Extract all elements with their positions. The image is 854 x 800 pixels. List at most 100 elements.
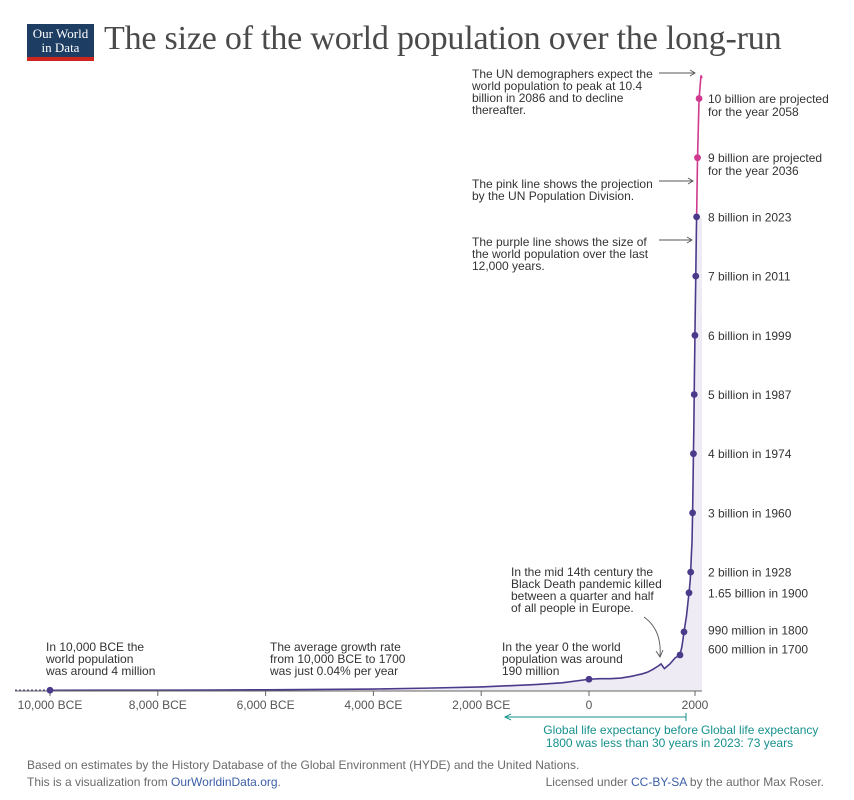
marker-label: 6 billion in 1999 bbox=[708, 329, 792, 343]
annotation-peak-line: thereafter. bbox=[472, 103, 526, 117]
annotation-peak: The UN demographers expect the world popu… bbox=[471, 67, 653, 117]
x-tick-label: 2,000 BCE bbox=[452, 698, 510, 712]
annotation-10000bce-line: In 10,000 BCE the bbox=[46, 640, 144, 654]
viz-credit: This is a visualization from OurWorldinD… bbox=[27, 775, 281, 789]
population-marker bbox=[692, 272, 700, 280]
annotation-black-death-line: of all people in Europe. bbox=[511, 601, 634, 615]
marker-label: 2 billion in 1928 bbox=[708, 566, 792, 580]
population-marker bbox=[689, 509, 696, 517]
marker-label-line: 6 billion in 1999 bbox=[708, 329, 792, 343]
annotation-10000bce-line: was around 4 million bbox=[45, 664, 155, 678]
population-marker bbox=[676, 651, 684, 659]
population-marker bbox=[585, 675, 593, 683]
population-marker bbox=[680, 628, 688, 636]
life-expectancy-arrowhead bbox=[503, 713, 512, 721]
marker-label: 600 million in 1700 bbox=[708, 642, 808, 656]
annotation-black-death-arrow bbox=[643, 616, 661, 657]
population-marker bbox=[687, 568, 695, 576]
marker-label-line: 600 million in 1700 bbox=[708, 642, 808, 656]
logo-red-bar bbox=[27, 57, 94, 61]
annotation-10000bce: In 10,000 BCE the world population was aro… bbox=[45, 640, 155, 678]
marker-label-line: 4 billion in 1974 bbox=[708, 447, 792, 461]
annotation-purple-line: the world population over the last bbox=[472, 247, 649, 261]
marker-label-line: 2 billion in 1928 bbox=[708, 566, 792, 580]
marker-label-line: for the year 2058 bbox=[708, 105, 799, 119]
marker-label: 990 million in 1800 bbox=[708, 623, 808, 637]
marker-label-line: 10 billion are projected bbox=[708, 92, 829, 106]
life-expectancy-2023-line: in 2023: 73 years bbox=[701, 736, 793, 750]
annotation-black-death-arrowhead bbox=[655, 649, 664, 658]
annotation-purple-line: 12,000 years. bbox=[472, 259, 545, 273]
life-expectancy-before-1800-line: 1800 was less than 30 years bbox=[546, 736, 698, 750]
population-marker bbox=[695, 95, 703, 102]
annotation-growth-rate-line: The average growth rate bbox=[270, 640, 401, 654]
annotation-pink-line: The pink line shows the projection bbox=[472, 177, 653, 191]
life-expectancy-2023-line: Global life expectancy bbox=[701, 723, 818, 737]
annotation-peak-arrowhead bbox=[689, 69, 696, 77]
population-marker bbox=[685, 589, 693, 597]
life-expectancy-before-1800: Global life expectancy before 1800 was le… bbox=[543, 723, 698, 750]
annotation-pink-arrowhead bbox=[687, 177, 694, 185]
annotation-growth-rate-line: from 10,000 BCE to 1700 bbox=[270, 652, 406, 666]
x-tick-label: 6,000 BCE bbox=[237, 698, 295, 712]
marker-label-line: 8 billion in 2023 bbox=[708, 210, 792, 224]
x-tick-label: 10,000 BCE bbox=[18, 698, 83, 712]
population-marker bbox=[46, 686, 54, 694]
marker-label-line: 5 billion in 1987 bbox=[708, 388, 792, 402]
population-marker bbox=[691, 331, 699, 339]
marker-label: 5 billion in 1987 bbox=[708, 388, 792, 402]
marker-label-line: 3 billion in 1960 bbox=[708, 506, 792, 520]
license-note: Licensed under CC-BY-SA by the author Ma… bbox=[546, 775, 824, 789]
marker-label: 3 billion in 1960 bbox=[708, 506, 792, 520]
logo-line-2: in Data bbox=[41, 40, 80, 55]
annotation-peak-line: billion in 2086 and to decline bbox=[472, 91, 624, 105]
marker-label-line: 9 billion are projected bbox=[708, 151, 822, 165]
owid-logo[interactable]: Our World in Data bbox=[27, 24, 94, 61]
population-area bbox=[15, 217, 702, 691]
annotation-year-0: In the year 0 the world population was ar… bbox=[502, 640, 623, 678]
license-suffix: by the author Max Roser. bbox=[686, 775, 824, 789]
license-prefix: Licensed under bbox=[545, 775, 632, 789]
x-tick-label: 8,000 BCE bbox=[129, 698, 187, 712]
life-expectancy-before-1800-line: Global life expectancy before bbox=[543, 723, 698, 737]
x-tick-label: 4,000 BCE bbox=[344, 698, 402, 712]
marker-label-line: for the year 2036 bbox=[708, 164, 799, 178]
population-marker bbox=[694, 154, 701, 162]
marker-label-line: 990 million in 1800 bbox=[708, 623, 808, 637]
marker-label: 8 billion in 2023 bbox=[708, 210, 792, 224]
marker-label: 1.65 billion in 1900 bbox=[708, 586, 808, 600]
annotation-10000bce-line: world population bbox=[45, 652, 133, 666]
marker-label: 9 billion are projected for the year 2036 bbox=[708, 151, 822, 178]
annotation-growth-rate-line: was just 0.04% per year bbox=[269, 664, 398, 678]
annotation-growth-rate: The average growth rate from 10,000 BCE t… bbox=[269, 640, 406, 678]
viz-credit-suffix: . bbox=[277, 775, 281, 789]
historic-population-line bbox=[49, 216, 698, 692]
logo-line-1: Our World bbox=[32, 26, 89, 41]
marker-label: 4 billion in 1974 bbox=[708, 447, 792, 461]
life-expectancy-2023: Global life expectancy in 2023: 73 years bbox=[701, 723, 818, 750]
annotation-year-0-line: In the year 0 the world bbox=[502, 640, 621, 654]
annotation-purple-arrowhead bbox=[686, 236, 693, 244]
annotation-year-0-line: 190 million bbox=[502, 664, 559, 678]
annotation-pink-line: by the UN Population Division. bbox=[472, 189, 634, 203]
annotation-peak-line: The UN demographers expect the bbox=[472, 67, 653, 81]
annotation-black-death-line: between a quarter and half bbox=[511, 589, 654, 603]
source-note: Based on estimates by the History Databa… bbox=[27, 758, 580, 772]
population-marker bbox=[690, 391, 698, 398]
annotation-purple: The purple line shows the size of the wor… bbox=[472, 235, 649, 273]
x-tick-label: 2000 bbox=[682, 698, 709, 712]
viz-credit-prefix: This is a visualization from bbox=[27, 775, 172, 789]
chart-title: The size of the world population over th… bbox=[104, 20, 782, 57]
owid-link[interactable]: OurWorldinData.org bbox=[171, 775, 278, 789]
annotation-black-death-line: In the mid 14th century the bbox=[511, 565, 653, 579]
marker-label: 7 billion in 2011 bbox=[708, 270, 791, 284]
marker-label: 10 billion are projected for the year 205… bbox=[708, 92, 829, 119]
annotation-black-death: In the mid 14th century the Black Death p… bbox=[511, 565, 662, 615]
marker-label-line: 7 billion in 2011 bbox=[708, 270, 791, 284]
population-marker bbox=[690, 450, 697, 458]
marker-label-line: 1.65 billion in 1900 bbox=[708, 586, 808, 600]
annotation-black-death-line: Black Death pandemic killed bbox=[511, 577, 662, 591]
license-link[interactable]: CC-BY-SA bbox=[631, 775, 687, 789]
annotation-pink: The pink line shows the projection by the… bbox=[472, 177, 653, 203]
annotation-year-0-line: population was around bbox=[502, 652, 623, 666]
